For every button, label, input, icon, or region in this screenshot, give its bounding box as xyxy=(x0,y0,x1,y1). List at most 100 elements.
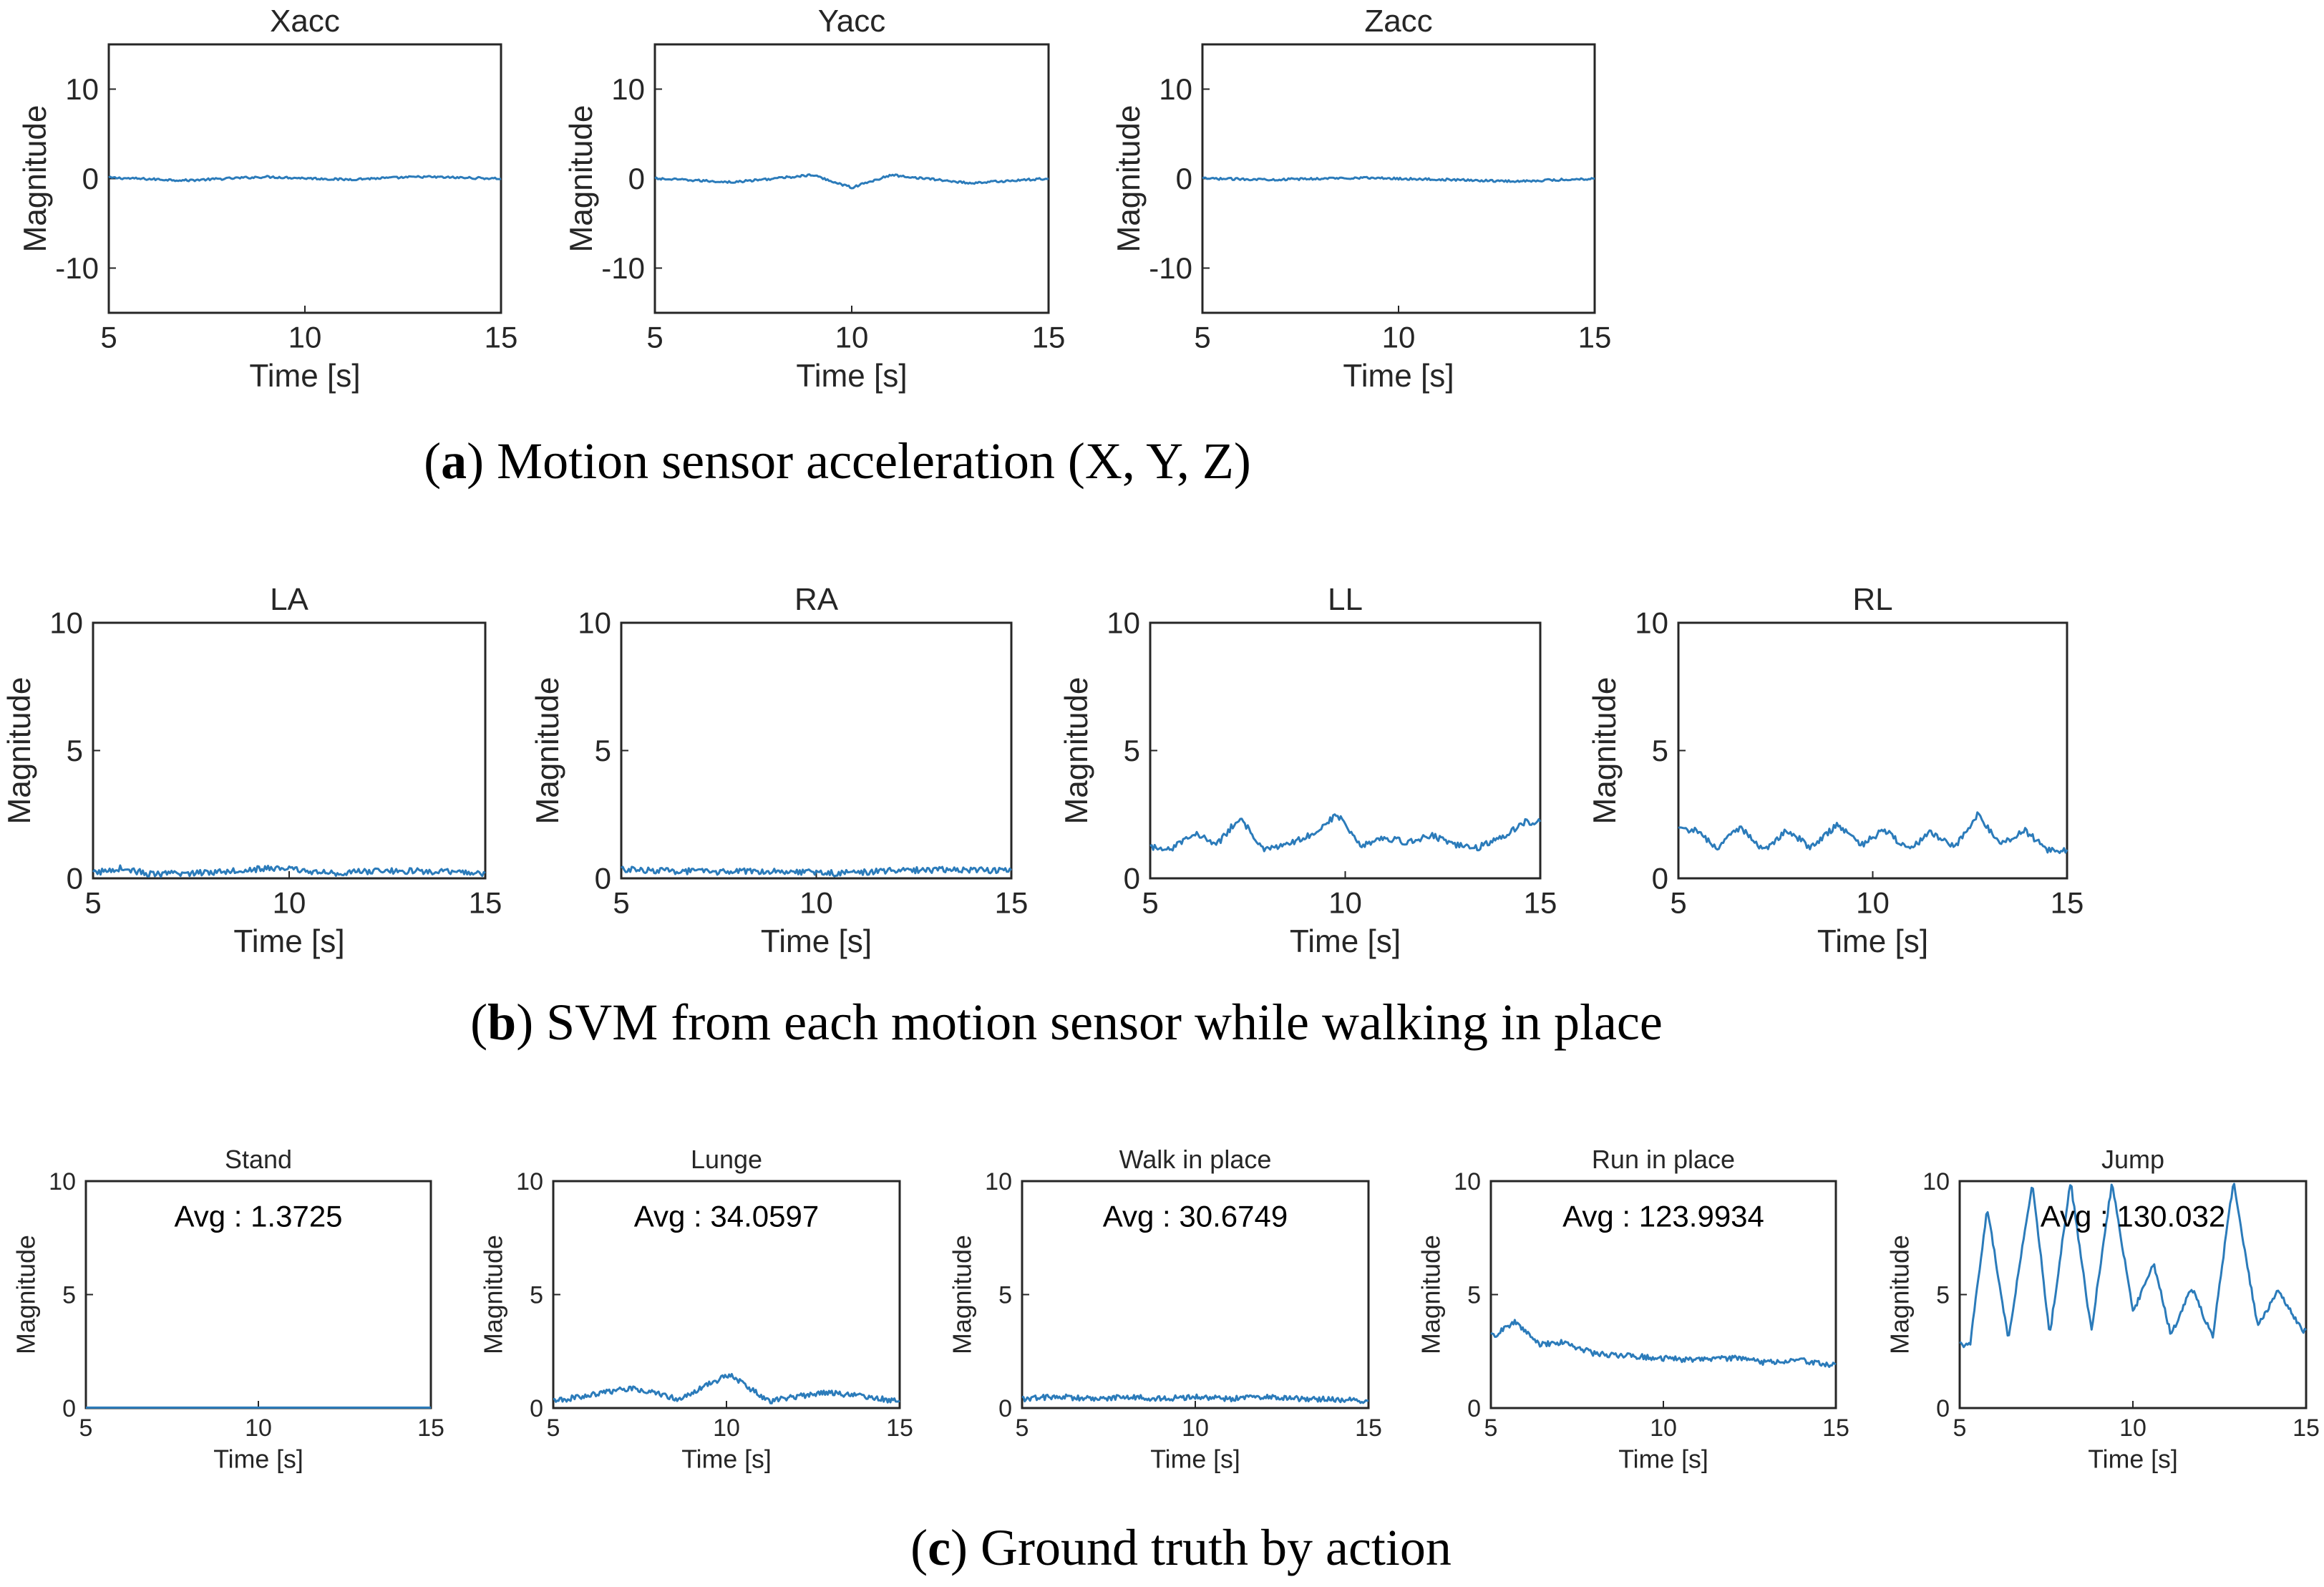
series-line xyxy=(654,173,1049,190)
x-tick-label: 5 xyxy=(646,320,663,354)
series-line xyxy=(621,865,1013,878)
y-tick-label: 10 xyxy=(49,606,83,640)
y-tick-label: 10 xyxy=(578,606,611,640)
x-tick-label: 15 xyxy=(2051,885,2084,919)
y-axis-label: Magnitude xyxy=(12,1235,41,1354)
y-tick-label: 0 xyxy=(530,1395,543,1422)
series-line xyxy=(108,175,502,183)
x-tick-label: 5 xyxy=(1194,320,1210,354)
avg-annotation: Avg : 123.9934 xyxy=(1562,1199,1764,1233)
subplot-0: Xacc 5 10 15 -10 0 10 Time [s] Magnitude xyxy=(18,4,518,394)
y-tick-label: 5 xyxy=(62,1281,76,1309)
y-axis-label: Magnitude xyxy=(1417,1235,1446,1354)
x-tick-label: 10 xyxy=(245,1414,272,1442)
axes-box xyxy=(84,1180,432,1409)
x-tick-label: 15 xyxy=(1524,885,1557,919)
y-tick-label: 10 xyxy=(49,1168,76,1195)
subplot-title: Jump xyxy=(2101,1145,2164,1174)
subplot-title: RL xyxy=(1852,582,1892,617)
y-tick-label: 0 xyxy=(1936,1395,1950,1422)
x-axis-label: Time [s] xyxy=(1817,924,1928,959)
x-tick-label: 15 xyxy=(417,1414,444,1442)
x-axis-label: Time [s] xyxy=(761,924,872,959)
series-line xyxy=(1959,1183,2308,1349)
x-tick-label: 10 xyxy=(2119,1414,2146,1442)
subplot-title: Lunge xyxy=(691,1145,762,1174)
subplot-title: LA xyxy=(270,582,308,617)
y-tick-label: 5 xyxy=(1467,1281,1481,1309)
y-tick-label: 0 xyxy=(595,862,611,896)
x-tick-label: 10 xyxy=(1328,885,1362,919)
subplot-title: Yacc xyxy=(818,4,886,39)
x-tick-label: 10 xyxy=(1382,320,1416,354)
x-tick-label: 15 xyxy=(469,885,502,919)
plots-layer: Xacc 5 10 15 -10 0 10 Time [s] Magnitude Yacc 5 10 1… xyxy=(2,4,2320,1473)
x-tick-label: 10 xyxy=(288,320,322,354)
y-axis-label: Magnitude xyxy=(1059,677,1094,825)
x-tick-label: 15 xyxy=(995,885,1029,919)
subplot-title: Run in place xyxy=(1592,1145,1735,1174)
y-tick-label: 5 xyxy=(530,1281,543,1309)
subplot-1: Yacc 5 10 15 -10 0 10 Time [s] Magnitude xyxy=(564,4,1066,394)
y-axis-label: Magnitude xyxy=(1886,1235,1915,1354)
series-line xyxy=(1149,813,1542,853)
caption-b-letter: b xyxy=(487,994,516,1051)
axes-box xyxy=(1489,1180,1837,1409)
y-tick-label: 10 xyxy=(985,1168,1012,1195)
x-axis-label: Time [s] xyxy=(681,1445,772,1473)
y-tick-label: 0 xyxy=(628,162,645,195)
x-tick-label: 5 xyxy=(84,885,101,919)
subplot-title: Xacc xyxy=(270,4,340,39)
caption-c-text: ) Ground truth by action xyxy=(950,1519,1452,1576)
caption-b-text: ) SVM from each motion sensor while walk… xyxy=(516,994,1663,1051)
y-tick-label: 5 xyxy=(1124,734,1140,767)
x-axis-label: Time [s] xyxy=(233,924,344,959)
x-tick-label: 5 xyxy=(1484,1414,1498,1442)
y-tick-label: 5 xyxy=(998,1281,1012,1309)
x-tick-label: 15 xyxy=(485,320,518,354)
subplot-title: Zacc xyxy=(1364,4,1432,39)
caption-a-text: ) Motion sensor acceleration (X, Y, Z) xyxy=(467,432,1251,490)
series-line xyxy=(553,1373,900,1404)
x-tick-label: 5 xyxy=(613,885,629,919)
x-axis-label: Time [s] xyxy=(2088,1445,2178,1473)
y-tick-label: 0 xyxy=(1652,862,1668,896)
y-tick-label: 5 xyxy=(67,734,83,767)
x-tick-label: 10 xyxy=(1650,1414,1677,1442)
y-axis-label: Magnitude xyxy=(564,105,599,253)
y-tick-label: 10 xyxy=(1159,72,1192,106)
y-axis-label: Magnitude xyxy=(18,105,53,253)
x-tick-label: 5 xyxy=(1953,1414,1967,1442)
y-tick-label: 0 xyxy=(998,1395,1012,1422)
x-tick-label: 10 xyxy=(1856,885,1890,919)
y-tick-label: -10 xyxy=(1149,251,1192,285)
x-tick-label: 15 xyxy=(1578,320,1612,354)
y-axis-label: Magnitude xyxy=(1112,105,1147,253)
caption-b: (b) SVM from each motion sensor while wa… xyxy=(470,994,1663,1051)
axes-box xyxy=(1021,1180,1370,1409)
y-tick-label: 10 xyxy=(1107,606,1140,640)
y-axis-label: Magnitude xyxy=(948,1235,977,1354)
y-tick-label: 0 xyxy=(82,162,99,195)
avg-annotation: Avg : 30.6749 xyxy=(1103,1199,1288,1233)
series-line xyxy=(92,864,486,878)
avg-annotation: Avg : 130.032 xyxy=(2041,1199,2225,1233)
series-line xyxy=(1021,1393,1369,1404)
caption-c: (c) Ground truth by action xyxy=(910,1519,1452,1576)
axes-box xyxy=(92,621,487,880)
y-axis-label: Magnitude xyxy=(530,677,565,825)
x-axis-label: Time [s] xyxy=(1343,359,1454,394)
y-tick-label: 0 xyxy=(62,1395,76,1422)
subplot-title: Stand xyxy=(225,1145,292,1174)
avg-annotation: Avg : 1.3725 xyxy=(174,1199,342,1233)
y-axis-label: Magnitude xyxy=(2,677,37,825)
y-tick-label: 0 xyxy=(1124,862,1140,896)
axes-box xyxy=(653,43,1050,314)
x-tick-label: 15 xyxy=(2293,1414,2320,1442)
y-tick-label: 5 xyxy=(1936,1281,1950,1309)
